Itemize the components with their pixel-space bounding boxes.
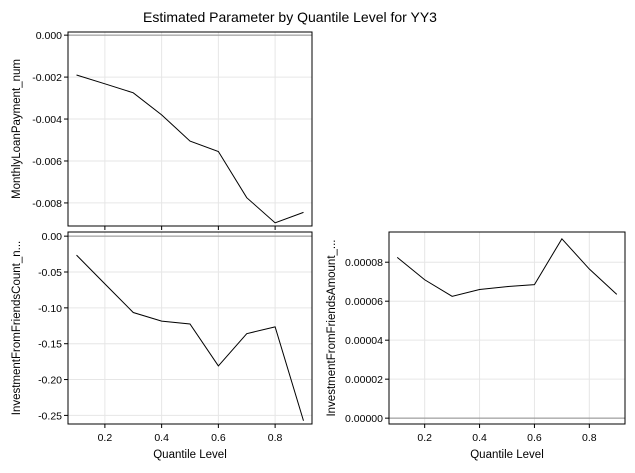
y-tick-label: 0.00004 xyxy=(345,335,383,347)
y-tick-label: -0.10 xyxy=(38,303,62,315)
y-tick-label: 0.000 xyxy=(36,30,62,42)
x-axis-label: Quantile Level xyxy=(470,449,544,461)
y-tick-label: 0.00 xyxy=(42,231,63,243)
plot-frame xyxy=(67,231,313,425)
y-tick-label: 0.00006 xyxy=(345,296,383,308)
chart-title: Estimated Parameter by Quantile Level fo… xyxy=(143,9,437,25)
x-tick-label: 0.2 xyxy=(98,432,113,444)
series-line xyxy=(76,254,304,421)
y-tick-label: -0.20 xyxy=(38,375,62,387)
y-tick-label: -0.15 xyxy=(38,339,62,351)
series-line xyxy=(396,237,618,297)
y-tick-label: -0.004 xyxy=(32,114,62,126)
y-tick-label: -0.05 xyxy=(38,267,62,279)
x-tick-label: 0.4 xyxy=(154,432,169,444)
x-axis-label: Quantile Level xyxy=(153,449,227,461)
x-tick-label: 0.2 xyxy=(417,432,432,444)
y-axis-label: InvestmentFromFriendsCount_n... xyxy=(11,241,23,416)
y-tick-label: -0.25 xyxy=(38,410,62,422)
y-tick-label: 0.00002 xyxy=(345,374,383,386)
y-tick-label: 0.00008 xyxy=(345,257,383,269)
y-axis-label: InvestmentFromFriendsAmount_... xyxy=(326,239,338,416)
x-tick-label: 0.8 xyxy=(582,432,597,444)
y-tick-label: 0.00000 xyxy=(345,413,383,425)
x-tick-label: 0.8 xyxy=(268,432,283,444)
x-tick-label: 0.6 xyxy=(527,432,542,444)
series-line xyxy=(76,74,304,224)
y-tick-label: -0.002 xyxy=(32,72,62,84)
y-tick-label: -0.008 xyxy=(32,198,62,210)
chart-panel-bottom-left: 0.00 -0.05 -0.10 -0.15 -0.20 -0.25 0.2 0.4 0.6 0.… xyxy=(11,231,313,461)
chart-panel-bottom-right: 0.00000 0.00002 0.00004 0.00006 0.00008 0.2 0.… xyxy=(326,231,626,461)
plot-frame xyxy=(388,231,626,425)
y-axis-label: MonthlyLoanPayment_num xyxy=(11,59,23,199)
y-tick-label: -0.006 xyxy=(32,156,62,168)
x-tick-label: 0.4 xyxy=(472,432,487,444)
x-tick-label: 0.6 xyxy=(211,432,226,444)
chart-panel-top-left: 0.000 -0.002 -0.004 -0.006 -0.008 MonthlyLoan… xyxy=(11,30,313,230)
plot-frame xyxy=(67,31,313,227)
